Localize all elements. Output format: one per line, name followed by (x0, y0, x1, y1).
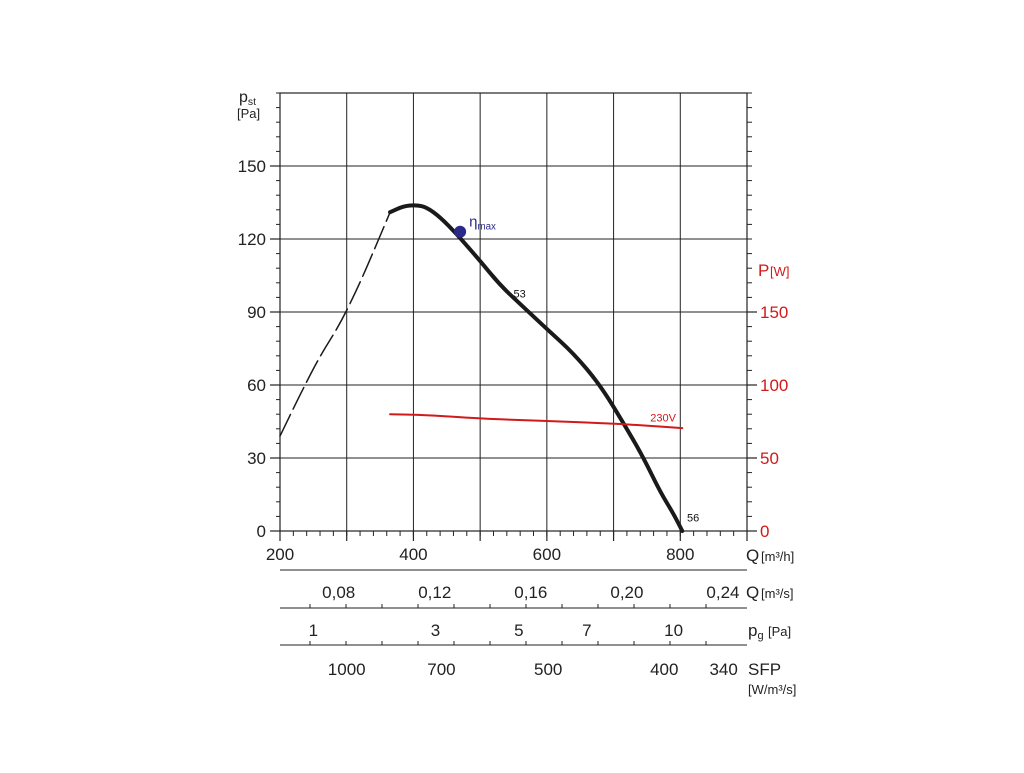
right-tick-label: 100 (760, 376, 788, 395)
scale-tick-label: 0,08 (322, 583, 355, 602)
scale-tick-label: 500 (534, 660, 562, 679)
scale-tick-label: 400 (650, 660, 678, 679)
y-axis-unit: [Pa] (237, 106, 260, 121)
curve-label: 53 (514, 288, 526, 300)
scale-tick-label: 0,24 (706, 583, 739, 602)
scale-tick-label: 0,16 (514, 583, 547, 602)
scale-unit: [Pa] (768, 624, 791, 639)
scale-tick-label: 7 (582, 621, 591, 640)
right-axis-unit: [W] (770, 264, 790, 279)
y-tick-label: 60 (247, 376, 266, 395)
x-tick-label: 800 (666, 545, 694, 564)
scale-tick-label: 3 (431, 621, 440, 640)
y-tick-label: 30 (247, 449, 266, 468)
curve-label: 56 (687, 512, 699, 524)
x-tick-label: 200 (266, 545, 294, 564)
right-axis-label: P (758, 261, 769, 280)
scale-tick-label: 1 (309, 621, 318, 640)
right-tick-label: 0 (760, 522, 769, 541)
pressure-curve-dashed (279, 211, 391, 437)
scale-unit: [m³/s] (761, 586, 794, 601)
scale-label: SFP (748, 660, 781, 679)
eta-max-label: ηmax (469, 214, 496, 233)
x-tick-label: 600 (533, 545, 561, 564)
pressure-curve (388, 203, 685, 533)
scale-tick-label: 5 (514, 621, 523, 640)
right-tick-label: 150 (760, 303, 788, 322)
y-tick-label: 150 (238, 157, 266, 176)
y-tick-label: 90 (247, 303, 266, 322)
eta-max-point (454, 225, 467, 238)
right-tick-label: 50 (760, 449, 779, 468)
x-tick-label: 400 (399, 545, 427, 564)
scale-label: pg (748, 621, 764, 642)
scale-tick-label: 0,20 (610, 583, 643, 602)
curve-label: 230V (650, 413, 676, 425)
power-curve (389, 413, 684, 430)
scale-tick-label: 0,12 (418, 583, 451, 602)
y-tick-label: 120 (238, 230, 266, 249)
scale-tick-label: 1000 (328, 660, 366, 679)
scale-tick-label: 10 (664, 621, 683, 640)
scale-unit: [W/m³/s] (748, 682, 796, 697)
y-tick-label: 0 (257, 522, 266, 541)
x-axis-label: Q (746, 546, 759, 565)
scale-tick-label: 700 (427, 660, 455, 679)
x-axis-unit: [m³/h] (761, 549, 794, 564)
y-axis-label: pst (239, 89, 256, 108)
scale-label: Q (746, 583, 759, 602)
scale-tick-label: 340 (709, 660, 737, 679)
